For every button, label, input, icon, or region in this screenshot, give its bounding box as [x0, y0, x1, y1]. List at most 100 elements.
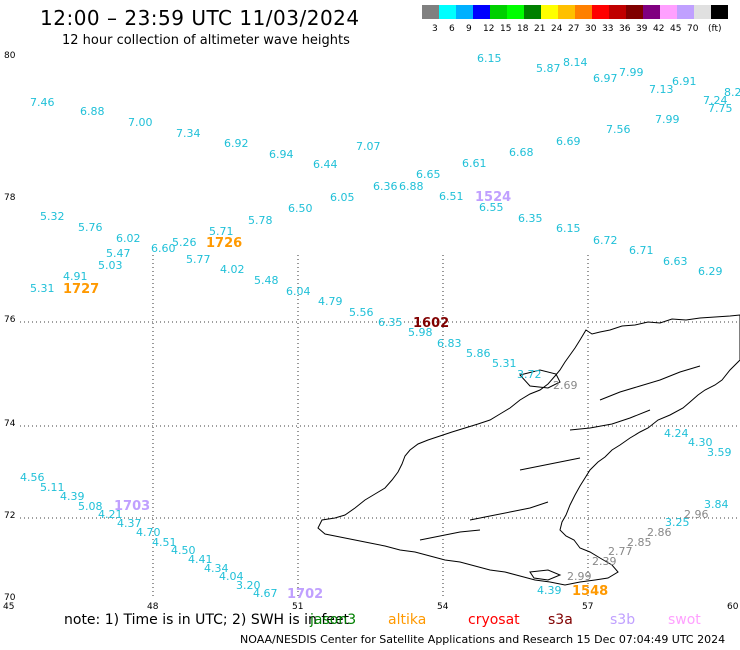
legend-swatch	[626, 5, 643, 19]
wave-height-value: 4.02	[220, 263, 245, 276]
wave-height-value: 5.98	[408, 326, 433, 339]
fjord-line-1	[599, 365, 701, 401]
legend-label: 27	[568, 24, 580, 34]
wave-height-value: 6.88	[80, 105, 105, 118]
wave-height-value: 7.34	[176, 127, 201, 140]
wave-height-value: 4.21	[98, 508, 123, 521]
wave-height-value: 2.77	[608, 545, 633, 558]
wave-height-value: 6.29	[698, 265, 723, 278]
wave-height-value: 6.35	[378, 316, 403, 329]
satellite-name-jason3: jason3	[310, 612, 357, 628]
satellite-name-swot: swot	[668, 612, 701, 628]
legend-label: 9	[466, 24, 472, 34]
legend-swatch	[694, 5, 711, 19]
wave-height-value: 6.68	[509, 146, 534, 159]
wave-height-value: 4.41	[188, 553, 213, 566]
wave-height-value: 8.2	[724, 86, 740, 99]
legend-label: 18	[517, 24, 529, 34]
wave-height-value: 6.83	[437, 337, 462, 350]
lat-lon-grid	[20, 255, 740, 598]
legend-swatch	[711, 5, 728, 19]
legend-label: 30	[585, 24, 597, 34]
wave-height-value: 7.13	[649, 83, 674, 96]
wave-height-value: 5.31	[492, 357, 517, 370]
legend-label: 6	[449, 24, 455, 34]
wave-height-value: 6.15	[477, 52, 502, 65]
wave-height-value: 5.77	[186, 253, 211, 266]
wave-height-value: 3.59	[707, 446, 732, 459]
wave-height-value: 4.04	[219, 570, 244, 583]
wave-height-value: 6.36	[373, 180, 398, 193]
fjord-line-4	[469, 501, 549, 521]
wave-height-value: 7.99	[655, 113, 680, 126]
wave-height-value: 6.04	[286, 285, 311, 298]
wave-height-value: 3.72	[517, 368, 542, 381]
legend-swatch	[643, 5, 660, 19]
legend-label: 45	[670, 24, 682, 34]
legend-label: 70	[687, 24, 699, 34]
longitude-label: 48	[147, 602, 159, 612]
wave-height-value: 7.00	[128, 116, 153, 129]
pass-time-label: 1548	[572, 584, 608, 599]
wave-height-value: 6.44	[313, 158, 338, 171]
island-2	[529, 569, 562, 581]
satellite-name-cryosat: cryosat	[468, 612, 520, 628]
legend-swatch	[541, 5, 558, 19]
legend-swatch	[507, 5, 524, 19]
wave-height-value: 4.39	[60, 490, 85, 503]
legend-swatch	[575, 5, 592, 19]
pass-time-label: 1703	[114, 499, 150, 514]
legend-swatch	[422, 5, 439, 19]
wave-height-value: 7.07	[356, 140, 381, 153]
wave-height-value: 8.14	[563, 56, 588, 69]
wave-height-value: 7.75	[708, 102, 733, 115]
wave-height-value: 3.20	[236, 579, 261, 592]
wave-height-value: 4.30	[688, 436, 713, 449]
wave-height-value: 5.08	[78, 500, 103, 513]
longitude-label: 45	[3, 602, 14, 612]
legend-label: 33	[602, 24, 614, 34]
wave-height-value: 6.65	[416, 168, 441, 181]
legend-label: 15	[500, 24, 512, 34]
wave-height-value: 4.24	[664, 427, 689, 440]
wave-height-value: 6.15	[556, 222, 581, 235]
fjord-line-3	[519, 457, 581, 471]
legend-label: 42	[653, 24, 665, 34]
legend-swatch	[592, 5, 609, 19]
pass-time-label: 1726	[206, 236, 242, 251]
wave-height-value: 4.37	[117, 517, 142, 530]
wave-height-value: 6.71	[629, 244, 654, 257]
legend-swatch	[473, 5, 490, 19]
latitude-label: 74	[4, 419, 16, 429]
latitude-label: 70	[4, 593, 16, 603]
wave-height-value: 6.63	[663, 255, 688, 268]
wave-height-value: 4.34	[204, 562, 229, 575]
fjord-line-5	[419, 529, 481, 541]
wave-height-value: 2.39	[592, 555, 617, 568]
pass-time-label: 1524	[475, 190, 511, 205]
legend-swatch	[660, 5, 677, 19]
wave-height-value: 5.78	[248, 214, 273, 227]
legend-label: 21	[534, 24, 546, 34]
wave-height-value: 5.11	[40, 481, 65, 494]
wave-height-value: 3.84	[704, 498, 729, 511]
footer-credit: NOAA/NESDIS Center for Satellite Applica…	[240, 633, 726, 646]
wave-height-value: 6.35	[518, 212, 543, 225]
map-title: 12:00 – 23:59 UTC 11/03/2024	[40, 6, 360, 30]
longitude-label: 51	[292, 602, 303, 612]
wave-height-value: 2.86	[647, 526, 672, 539]
wave-height-value: 5.47	[106, 247, 131, 260]
wave-height-value: 2.69	[553, 379, 578, 392]
legend-label: 3	[432, 24, 438, 34]
latitude-label: 78	[4, 193, 16, 203]
wave-height-value: 5.86	[466, 347, 491, 360]
legend-swatch	[558, 5, 575, 19]
wave-height-value: 4.91	[63, 270, 88, 283]
wave-height-value: 4.79	[318, 295, 343, 308]
wave-height-value: 4.56	[20, 471, 45, 484]
wave-height-value: 7.56	[606, 123, 631, 136]
wave-height-value: 5.03	[98, 259, 123, 272]
wave-height-value: 5.76	[78, 221, 103, 234]
wave-height-value: 5.32	[40, 210, 65, 223]
